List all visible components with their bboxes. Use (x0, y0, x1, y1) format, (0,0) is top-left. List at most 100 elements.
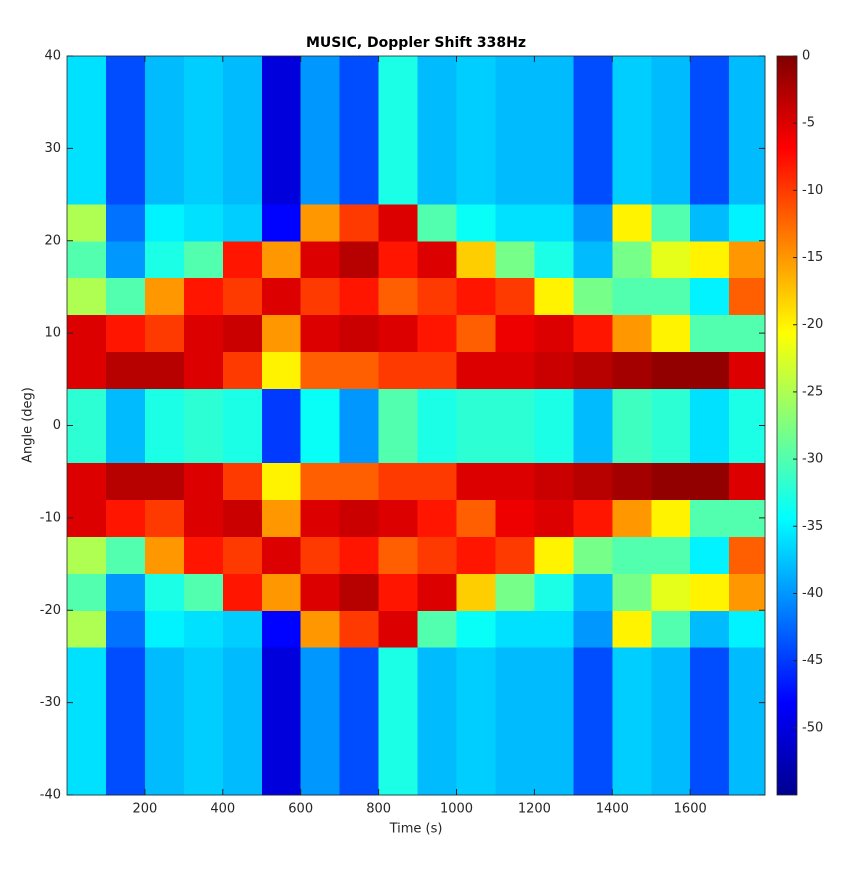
cell (378, 758, 419, 796)
cell (339, 240, 380, 279)
cell (67, 684, 107, 722)
cell (144, 56, 185, 94)
x-tick-label: 1600 (674, 802, 707, 817)
colorbar-tick-label: -25 (802, 384, 823, 399)
cell (261, 240, 302, 279)
cell (456, 536, 496, 574)
cell (534, 721, 574, 759)
cell (495, 203, 535, 242)
cell (612, 92, 652, 131)
cell (378, 277, 419, 316)
cell (222, 314, 263, 353)
cell (378, 684, 419, 722)
cell (495, 351, 535, 390)
cell (261, 573, 302, 611)
cell (261, 277, 302, 316)
cell (339, 92, 380, 131)
cell (300, 647, 341, 685)
cell (300, 277, 341, 316)
cell (222, 56, 263, 94)
cell (261, 610, 302, 648)
cell (339, 166, 380, 205)
cell (339, 314, 380, 353)
cell (261, 758, 302, 796)
cell (378, 721, 419, 759)
cell (183, 758, 224, 796)
cell (729, 351, 766, 390)
cell (612, 573, 652, 611)
cell (105, 721, 146, 759)
cell (222, 351, 263, 390)
cell (144, 240, 185, 279)
y-tick-label: -30 (40, 695, 61, 710)
cell (690, 721, 730, 759)
cell (67, 721, 107, 759)
cell (300, 203, 341, 242)
cell (67, 351, 107, 390)
cell (378, 462, 419, 500)
cell (573, 721, 613, 759)
cell (339, 721, 380, 759)
cell (417, 388, 458, 426)
cell (573, 758, 613, 796)
cell (417, 758, 458, 796)
cell (651, 536, 691, 574)
cell (105, 758, 146, 796)
cell (573, 56, 613, 94)
cell (300, 610, 341, 648)
cell (67, 499, 107, 537)
cell (67, 92, 107, 131)
cell (651, 56, 691, 94)
cell (378, 573, 419, 611)
cell (534, 684, 574, 722)
cell (456, 277, 496, 316)
cell (573, 92, 613, 131)
cell (612, 758, 652, 796)
cell (495, 388, 535, 426)
cell (105, 536, 146, 574)
cell (573, 536, 613, 574)
chart-title: MUSIC, Doppler Shift 338Hz (306, 35, 526, 51)
heatmap (67, 56, 766, 796)
y-tick-label: -20 (40, 603, 61, 618)
cell (144, 684, 185, 722)
cell (67, 56, 107, 94)
cell (300, 499, 341, 537)
cell (183, 277, 224, 316)
cell (67, 758, 107, 796)
cell (261, 647, 302, 685)
cell (339, 499, 380, 537)
cell (67, 314, 107, 353)
cell (183, 462, 224, 500)
cell (105, 166, 146, 205)
cell (67, 277, 107, 316)
cell (651, 203, 691, 242)
y-tick-label: 0 (53, 418, 61, 433)
cell (183, 536, 224, 574)
cell (261, 351, 302, 390)
colorbar-tick-label: 0 (802, 49, 810, 64)
cell (183, 721, 224, 759)
cell (534, 203, 574, 242)
cell (183, 573, 224, 611)
cell (651, 425, 691, 463)
cell (105, 240, 146, 279)
cell (456, 462, 496, 500)
cell (495, 425, 535, 463)
cell (183, 92, 224, 131)
cell (612, 277, 652, 316)
cell (378, 425, 419, 463)
cell (300, 425, 341, 463)
cell (417, 166, 458, 205)
cell (651, 351, 691, 390)
cell (105, 129, 146, 168)
cell (105, 425, 146, 463)
cell (144, 129, 185, 168)
cell (105, 314, 146, 353)
cell (690, 684, 730, 722)
cell (729, 536, 766, 574)
cell (417, 277, 458, 316)
cell (651, 388, 691, 426)
cell (378, 240, 419, 279)
cell (612, 388, 652, 426)
